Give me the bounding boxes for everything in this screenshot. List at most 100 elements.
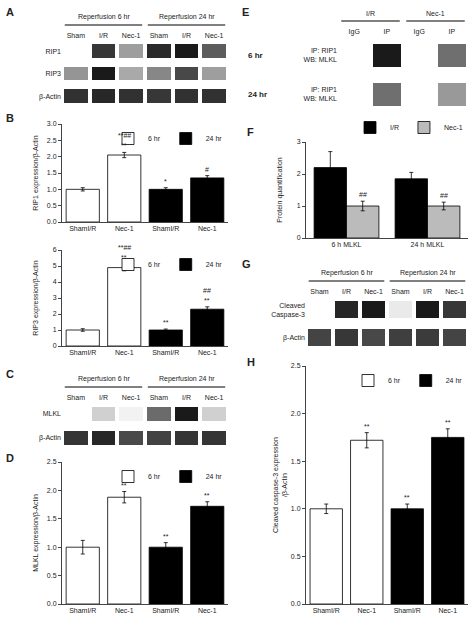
svg-text:Sham: Sham: [310, 288, 328, 295]
svg-text:Nec-1: Nec-1: [115, 607, 134, 614]
svg-text:Nec-1: Nec-1: [364, 288, 383, 295]
svg-text:E: E: [242, 6, 249, 18]
svg-text:1.5: 1.5: [47, 169, 57, 176]
svg-text:**: **: [204, 492, 210, 499]
svg-text:Reperfusion 6 hr: Reperfusion 6 hr: [78, 375, 130, 383]
svg-text:RIP1 expression/β-Actin: RIP1 expression/β-Actin: [32, 135, 40, 210]
svg-text:Nec-1: Nec-1: [205, 394, 224, 401]
svg-text:Reperfusion 6 hr: Reperfusion 6 hr: [321, 269, 373, 277]
svg-text:5: 5: [53, 262, 57, 269]
svg-text:Nec-1: Nec-1: [357, 607, 376, 614]
svg-text:24 h MLKL: 24 h MLKL: [411, 241, 445, 248]
svg-text:I/R: I/R: [182, 32, 191, 39]
svg-text:Nec-1: Nec-1: [444, 124, 463, 131]
svg-text:2.0: 2.0: [47, 487, 57, 494]
svg-text:**##: **##: [118, 132, 131, 139]
svg-text:24 hr: 24 hr: [206, 135, 223, 142]
svg-text:B: B: [6, 112, 14, 124]
svg-text:ShamI/R: ShamI/R: [394, 607, 421, 614]
svg-text:0.0: 0.0: [291, 600, 301, 607]
svg-text:**: **: [163, 319, 169, 326]
svg-text:Reperfusion 24 hr: Reperfusion 24 hr: [159, 375, 215, 383]
svg-text:0.0: 0.0: [47, 600, 57, 607]
svg-text:I/R: I/R: [99, 32, 108, 39]
svg-text:**: **: [163, 533, 169, 540]
svg-text:0.5: 0.5: [47, 572, 57, 579]
svg-text:6 h MLKL: 6 h MLKL: [332, 241, 362, 248]
svg-text:3: 3: [297, 138, 301, 145]
svg-text:β-Actin: β-Actin: [39, 93, 61, 101]
svg-text:ShamI/R: ShamI/R: [69, 607, 96, 614]
svg-text:2.0: 2.0: [291, 410, 301, 417]
svg-text:Nec-1: Nec-1: [122, 32, 141, 39]
svg-text:β-Actin: β-Actin: [39, 434, 61, 442]
svg-text:C: C: [6, 368, 14, 380]
svg-text:1.0: 1.0: [291, 505, 301, 512]
svg-text:Protein quantification: Protein quantification: [276, 157, 284, 222]
svg-text:24 hr: 24 hr: [206, 473, 223, 480]
svg-text:Nec-1: Nec-1: [445, 288, 464, 295]
svg-text:ShamI/R: ShamI/R: [152, 607, 179, 614]
svg-text:6: 6: [53, 246, 57, 253]
svg-text:ShamI/R: ShamI/R: [69, 225, 96, 232]
svg-text:Reperfusion 24 hr: Reperfusion 24 hr: [159, 13, 215, 21]
svg-text:Sham: Sham: [67, 394, 85, 401]
svg-text:*: *: [164, 178, 167, 185]
svg-text:0: 0: [53, 342, 57, 349]
svg-text:2.5: 2.5: [291, 362, 301, 369]
svg-text:1.5: 1.5: [291, 458, 301, 465]
svg-text:6 hr: 6 hr: [148, 261, 161, 268]
svg-text:**: **: [121, 482, 127, 489]
svg-text:I/R: I/R: [182, 394, 191, 401]
svg-text:**: **: [121, 254, 127, 261]
svg-text:##: ##: [440, 192, 448, 199]
svg-text:Nec-1: Nec-1: [115, 349, 134, 356]
svg-text:Reperfusion 24 hr: Reperfusion 24 hr: [400, 269, 456, 277]
svg-text:3: 3: [53, 294, 57, 301]
svg-text:RIP3 expression/β-Actin: RIP3 expression/β-Actin: [32, 260, 40, 335]
svg-text:I/R: I/R: [99, 394, 108, 401]
svg-text:ShamI/R: ShamI/R: [152, 225, 179, 232]
svg-text:Sham: Sham: [67, 32, 85, 39]
svg-text:IP: RIP1WB: MLKL: IP: RIP1WB: MLKL: [304, 86, 338, 102]
svg-text:CleavedCaspase-3: CleavedCaspase-3: [271, 302, 305, 319]
svg-text:Nec-1: Nec-1: [426, 10, 445, 17]
svg-text:Nec-1: Nec-1: [198, 607, 217, 614]
svg-text:**: **: [204, 297, 210, 304]
svg-text:4: 4: [53, 278, 57, 285]
svg-text:IgG: IgG: [349, 28, 360, 36]
svg-text:IP: IP: [383, 28, 390, 35]
svg-text:1.0: 1.0: [47, 544, 57, 551]
svg-text:#: #: [205, 166, 209, 173]
svg-text:1.5: 1.5: [47, 515, 57, 522]
svg-text:IP: RIP1WB: MLKL: IP: RIP1WB: MLKL: [304, 47, 338, 63]
svg-text:F: F: [247, 126, 254, 138]
svg-text:ShamI/R: ShamI/R: [313, 607, 340, 614]
svg-text:**: **: [404, 494, 410, 501]
svg-text:Nec-1: Nec-1: [198, 225, 217, 232]
svg-text:Nec-1: Nec-1: [205, 32, 224, 39]
svg-text:A: A: [6, 6, 14, 18]
svg-text:Sham: Sham: [391, 288, 409, 295]
svg-text:IP: IP: [448, 28, 455, 35]
svg-text:2: 2: [53, 310, 57, 317]
svg-text:2.5: 2.5: [47, 458, 57, 465]
svg-text:1: 1: [53, 326, 57, 333]
svg-text:**: **: [364, 423, 370, 430]
svg-text:ShamI/R: ShamI/R: [152, 349, 179, 356]
svg-text:24 hr: 24 hr: [248, 90, 267, 99]
svg-text:D: D: [6, 452, 14, 464]
svg-text:Nec-1: Nec-1: [198, 349, 217, 356]
svg-text:Sham: Sham: [150, 394, 168, 401]
svg-text:RIP1: RIP1: [45, 48, 61, 55]
svg-text:1: 1: [297, 202, 301, 209]
svg-text:Reperfusion 6 hr: Reperfusion 6 hr: [78, 13, 130, 21]
svg-text:I/R: I/R: [423, 288, 432, 295]
svg-text:0.0: 0.0: [47, 218, 57, 225]
svg-text:0: 0: [297, 234, 301, 241]
svg-text:**: **: [121, 142, 127, 149]
svg-text:I/R: I/R: [342, 288, 351, 295]
svg-text:24 hr: 24 hr: [206, 261, 223, 268]
svg-text:Nec-1: Nec-1: [115, 225, 134, 232]
svg-text:Sham: Sham: [150, 32, 168, 39]
